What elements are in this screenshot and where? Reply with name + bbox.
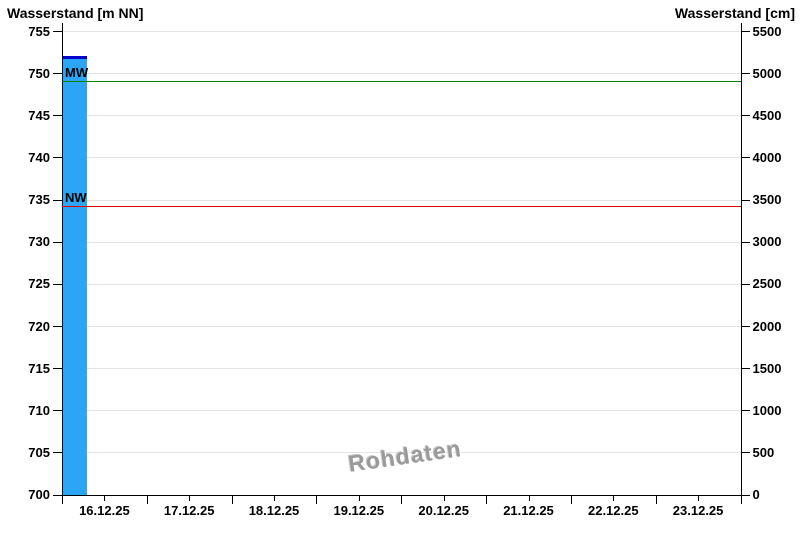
right-tick [740, 115, 750, 117]
left-tick-label: 725 [28, 276, 50, 292]
h-gridline [62, 199, 741, 201]
left-tick-label: 735 [28, 192, 50, 207]
right-tick-label: 4000 [752, 149, 782, 165]
x-tick-label: 20.12.25 [418, 502, 469, 518]
left-tick [53, 115, 62, 117]
right-tick-label: 3000 [752, 234, 782, 250]
left-tick [53, 452, 62, 454]
ref-label-mw: MW [65, 64, 89, 80]
left-tick-label: 720 [28, 318, 50, 334]
right-tick [740, 241, 750, 243]
right-tick-label: 2000 [752, 318, 782, 334]
right-tick-label: 1500 [752, 360, 782, 376]
right-tick [740, 326, 750, 327]
right-tick-label: 4500 [752, 107, 782, 123]
right-tick [740, 452, 750, 454]
right-tick-label: 2500 [752, 276, 782, 292]
water-level-bar [62, 56, 87, 495]
right-tick-label: 0 [752, 487, 760, 502]
left-tick-label: 700 [28, 487, 50, 502]
left-tick-label: 730 [28, 234, 50, 250]
ref-line-mw [62, 80, 741, 82]
right-tick [740, 31, 750, 32]
x-major-tick [740, 494, 742, 504]
left-tick [53, 241, 62, 243]
h-gridline [62, 73, 741, 75]
ref-line-nw [62, 206, 741, 208]
x-minor-tick [698, 494, 700, 501]
left-tick [53, 494, 62, 496]
left-tick-label: 755 [28, 23, 50, 39]
h-gridline [62, 368, 741, 370]
left-tick-label: 705 [28, 444, 50, 460]
right-tick [740, 157, 750, 159]
left-tick [53, 157, 62, 159]
right-tick [740, 283, 750, 285]
right-tick [740, 73, 750, 75]
left-tick-label: 750 [28, 65, 50, 81]
x-major-tick [62, 494, 63, 504]
x-major-tick [231, 494, 233, 504]
x-minor-tick [104, 494, 106, 501]
x-major-tick [146, 494, 148, 504]
right-tick-label: 5000 [752, 65, 782, 81]
x-minor-tick [613, 494, 615, 501]
left-tick [53, 326, 62, 327]
right-tick [740, 494, 750, 496]
left-tick-label: 715 [28, 360, 50, 376]
left-tick [53, 283, 62, 285]
x-major-tick [655, 494, 657, 504]
left-tick [53, 368, 62, 370]
x-minor-tick [274, 494, 275, 501]
x-minor-tick [189, 494, 191, 501]
x-tick-label: 23.12.25 [672, 502, 724, 518]
h-gridline [62, 241, 741, 243]
left-tick [53, 410, 62, 412]
right-tick [740, 368, 750, 370]
left-tick-label: 745 [28, 107, 50, 123]
h-gridline [62, 115, 741, 117]
ref-label-nw: NW [65, 190, 87, 206]
right-tick-label: 500 [752, 444, 775, 460]
x-tick-label: 21.12.25 [503, 502, 554, 518]
h-gridline [62, 283, 741, 285]
x-minor-tick [358, 494, 360, 501]
h-gridline [62, 31, 741, 32]
left-tick [53, 31, 62, 32]
x-tick-label: 22.12.25 [587, 502, 639, 518]
x-tick-label: 19.12.25 [333, 502, 385, 518]
right-tick-label: 1000 [752, 402, 782, 418]
left-tick-label: 740 [28, 149, 50, 165]
x-minor-tick [443, 494, 445, 501]
h-gridline [62, 157, 741, 159]
x-tick-label: 17.12.25 [163, 502, 215, 518]
left-tick-label: 710 [28, 402, 50, 418]
left-axis-title: Wasserstand [m NN] [7, 5, 144, 21]
h-gridline [62, 452, 741, 454]
right-axis-title: Wasserstand [cm] [674, 5, 795, 21]
right-tick [740, 199, 750, 201]
h-gridline [62, 326, 741, 327]
left-tick [53, 73, 62, 75]
right-tick [740, 410, 750, 412]
right-tick-label: 5500 [752, 23, 782, 39]
right-tick-label: 3500 [752, 192, 782, 207]
x-tick-label: 16.12.25 [79, 502, 130, 518]
right-axis-line [740, 23, 742, 495]
x-minor-tick [528, 494, 530, 501]
x-major-tick [486, 494, 488, 504]
left-tick [53, 199, 62, 201]
h-gridline [62, 410, 741, 412]
watermark-rohdaten: Rohdaten [346, 435, 464, 477]
x-tick-label: 18.12.25 [248, 502, 300, 518]
x-major-tick [401, 494, 403, 504]
bottom-axis-line [62, 494, 742, 496]
x-major-tick [316, 494, 318, 504]
x-major-tick [570, 494, 572, 504]
